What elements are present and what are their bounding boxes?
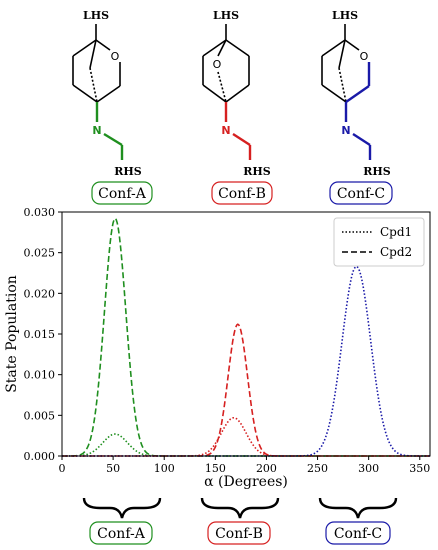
molecule-c-structure xyxy=(321,24,360,103)
molecule-c-nitrogen: N xyxy=(341,124,350,137)
molecule-c-ring-highlight xyxy=(345,62,371,103)
conf-a-label: Conf-A xyxy=(98,186,147,202)
y-axis-title: State Population xyxy=(4,275,20,393)
bottom-braces xyxy=(82,497,398,519)
molecule-c-oxygen: O xyxy=(360,50,369,63)
brace-conf-c xyxy=(318,497,398,519)
conf-a-label-box xyxy=(91,181,153,205)
x-tick-label: 50 xyxy=(106,462,120,475)
x-tick-label: 300 xyxy=(358,462,379,475)
molecule-conf-a: LHS O N RHS Conf-A xyxy=(72,9,153,205)
bottom-conf-labels: Conf-A Conf-B Conf-C xyxy=(89,521,391,545)
legend: Cpd1 Cpd2 xyxy=(333,217,425,267)
y-axis-ticks: 0.000 0.005 0.010 0.015 0.020 0.025 0.030 xyxy=(24,206,62,463)
conf-c-label-box xyxy=(329,181,393,205)
y-tick-label: 0.020 xyxy=(24,287,56,300)
x-tick-label: 200 xyxy=(256,462,277,475)
bottom-conf-b-box xyxy=(207,521,271,545)
molecule-a-linker xyxy=(95,102,124,160)
molecule-b-oxygen: O xyxy=(213,58,222,71)
molecule-conf-c: LHS O N RHS Conf-C xyxy=(321,9,393,205)
legend-box xyxy=(333,217,425,267)
y-tick-label: 0.000 xyxy=(24,450,56,463)
molecule-b-linker xyxy=(224,102,252,160)
conf-c-label: Conf-C xyxy=(337,186,385,202)
bottom-conf-b-label: Conf-B xyxy=(215,526,263,542)
molecule-a-structure xyxy=(72,24,121,103)
molecule-c-linker xyxy=(344,102,372,160)
x-tick-label: 350 xyxy=(409,462,430,475)
molecule-b-structure xyxy=(202,24,250,103)
brace-conf-b xyxy=(200,497,280,519)
x-tick-label: 250 xyxy=(307,462,328,475)
y-tick-label: 0.005 xyxy=(24,409,56,422)
bottom-conf-c-box xyxy=(325,521,391,545)
series-line-cpd1-conf-c xyxy=(62,265,430,457)
series-line-cpd2-conf-b xyxy=(62,323,430,457)
population-chart: 0 50 100 150 200 250 300 350 0.0000.0050.0100.0… xyxy=(4,206,431,490)
bottom-conf-c-label: Conf-C xyxy=(334,526,382,542)
molecule-b-bottom-label: RHS xyxy=(243,165,271,178)
conf-b-label: Conf-B xyxy=(218,186,266,202)
y-tick-label: 0.030 xyxy=(24,206,56,219)
molecule-a-top-label: LHS xyxy=(83,9,109,22)
series-line-cpd1-conf-a xyxy=(62,433,430,457)
x-axis-ticks: 0 50 100 150 200 250 300 350 xyxy=(59,456,430,475)
y-tick-label: 0.025 xyxy=(24,247,56,260)
molecule-conf-b: LHS O N RHS Conf-B xyxy=(202,9,273,205)
y-tick-label: 0.010 xyxy=(24,369,56,382)
x-axis-title: α (Degrees) xyxy=(204,474,288,490)
molecule-a-oxygen: O xyxy=(111,50,120,63)
bottom-conf-a-label: Conf-A xyxy=(97,526,146,542)
series-line-cpd1-conf-b xyxy=(62,416,430,457)
y-tick-label: 0.015 xyxy=(24,328,56,341)
conf-b-label-box xyxy=(211,181,273,205)
legend-label-cpd2: Cpd2 xyxy=(380,245,412,259)
molecule-a-nitrogen: N xyxy=(92,124,101,137)
x-tick-label: 150 xyxy=(205,462,226,475)
x-tick-label: 0 xyxy=(59,462,66,475)
molecule-b-nitrogen: N xyxy=(221,124,230,137)
brace-conf-a xyxy=(82,497,162,519)
x-tick-label: 100 xyxy=(154,462,175,475)
bottom-conf-a-box xyxy=(89,521,153,545)
molecule-c-top-label: LHS xyxy=(332,9,358,22)
molecule-c-bottom-label: RHS xyxy=(363,165,391,178)
legend-label-cpd1: Cpd1 xyxy=(380,225,412,239)
molecule-b-top-label: LHS xyxy=(213,9,239,22)
molecule-a-bottom-label: RHS xyxy=(114,165,142,178)
